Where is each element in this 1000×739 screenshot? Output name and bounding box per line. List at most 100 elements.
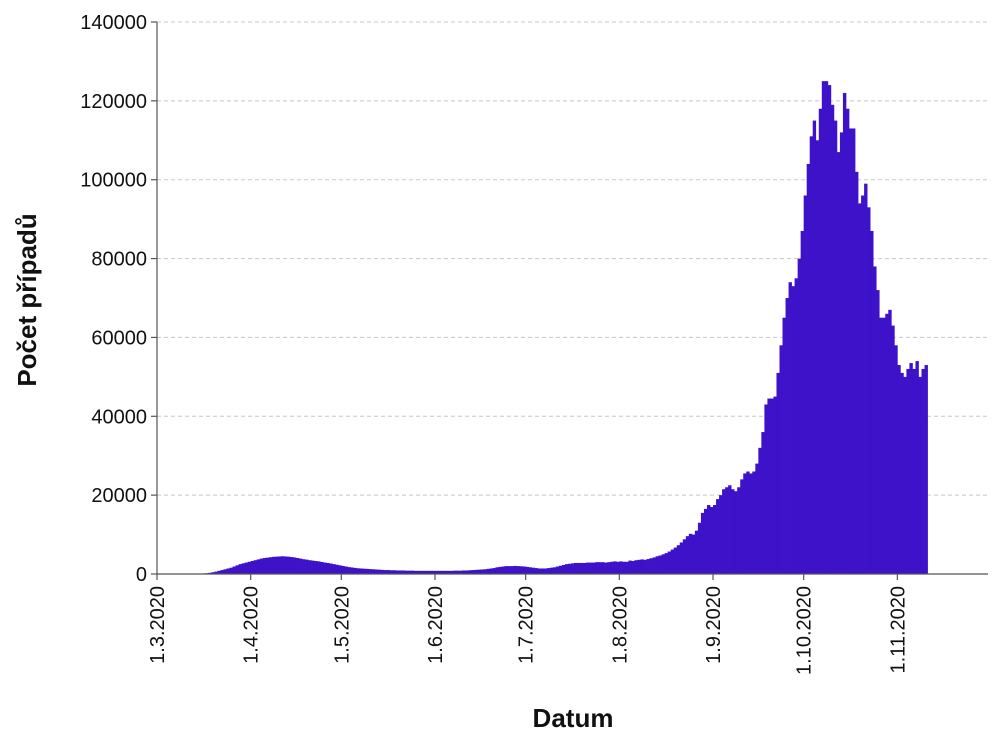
case-bar: [691, 534, 696, 574]
case-bar: [289, 557, 294, 574]
case-bar: [323, 562, 327, 574]
case-bar: [852, 128, 856, 574]
case-bar: [580, 562, 584, 574]
case-bar: [667, 551, 672, 574]
case-bar: [589, 562, 593, 574]
case-bar: [809, 136, 814, 574]
case-bar: [504, 566, 508, 574]
case-bar: [528, 567, 533, 574]
case-bar: [561, 564, 566, 574]
case-bar: [734, 491, 738, 574]
case-bar: [803, 195, 808, 575]
case-bar: [531, 567, 536, 574]
case-bar: [265, 557, 270, 574]
axes: [156, 22, 988, 575]
case-bar: [253, 560, 258, 574]
case-bar: [592, 562, 596, 574]
case-bar: [305, 559, 309, 574]
case-bar: [906, 368, 910, 574]
case-bar: [229, 567, 233, 574]
y-tick-label: 120000: [80, 91, 147, 113]
case-bar: [767, 398, 771, 574]
case-bar: [574, 562, 578, 574]
case-bar: [634, 560, 638, 574]
case-bar: [694, 530, 699, 574]
case-bar: [274, 556, 279, 574]
case-bar: [465, 570, 469, 574]
case-bar: [676, 545, 681, 574]
case-bar: [870, 230, 874, 574]
case-bar: [655, 556, 659, 574]
x-tick-label: 1.10.2020: [794, 586, 816, 675]
case-bar: [658, 555, 662, 574]
case-bar: [335, 564, 339, 574]
case-bar: [338, 565, 342, 574]
case-bar: [311, 560, 315, 574]
case-bar: [450, 570, 454, 574]
case-bar: [867, 207, 871, 574]
case-bar: [688, 533, 693, 574]
case-bar: [347, 567, 351, 574]
case-bar: [782, 317, 786, 574]
case-bar: [806, 163, 811, 574]
case-bar: [280, 556, 285, 574]
case-bar: [341, 565, 345, 574]
case-bar: [779, 345, 783, 574]
case-bar: [815, 140, 820, 575]
case-bar: [812, 120, 817, 574]
case-bar: [277, 556, 282, 574]
case-bar: [416, 570, 421, 574]
case-bar: [223, 569, 227, 574]
case-bar: [873, 266, 877, 574]
x-tick-label: 1.4.2020: [241, 586, 263, 664]
case-bar: [915, 361, 919, 574]
case-bar: [625, 561, 629, 574]
case-bar: [489, 568, 493, 574]
y-axis-title: Počet případů: [12, 213, 42, 386]
case-bar: [235, 565, 239, 574]
case-bar: [456, 570, 460, 574]
case-bar: [761, 432, 765, 574]
case-bar: [909, 363, 913, 574]
case-bar: [474, 569, 478, 574]
case-bar: [444, 570, 448, 574]
case-bar: [842, 92, 847, 574]
case-bar: [377, 569, 381, 574]
case-bar: [359, 568, 363, 574]
case-bar: [716, 499, 720, 574]
case-bar: [697, 522, 702, 574]
case-bar: [788, 282, 792, 574]
case-bar: [226, 568, 230, 574]
case-bar: [897, 365, 901, 574]
case-bar: [374, 569, 378, 574]
case-bar: [622, 561, 626, 574]
y-tick-label: 60000: [91, 327, 147, 349]
case-bar: [317, 561, 321, 574]
case-bar: [755, 463, 759, 574]
case-bar: [685, 536, 690, 574]
case-bar: [885, 313, 889, 574]
case-bar: [513, 565, 517, 574]
daily-case-bars: [199, 81, 928, 575]
case-bar: [764, 404, 768, 574]
case-bar: [607, 562, 611, 574]
case-bar: [619, 561, 623, 574]
y-tick-labels: 0 20000 40000 60000 80000 100000 120000 140000: [80, 12, 157, 586]
case-bar: [833, 120, 838, 574]
case-bar: [858, 203, 862, 574]
case-bar: [549, 567, 554, 574]
x-tick-labels: 1.3.2020 1.4.2020 1.5.2020 1.6.2020 1.7.2020…: [147, 574, 909, 675]
case-bar: [296, 558, 300, 574]
case-bar: [492, 568, 496, 574]
case-bar: [700, 512, 705, 574]
case-bar: [395, 570, 400, 574]
case-bar: [719, 495, 723, 574]
case-bar: [259, 558, 264, 574]
x-tick-label: 1.9.2020: [703, 586, 725, 664]
case-bar: [567, 563, 572, 574]
case-bar: [558, 565, 563, 574]
case-bar: [480, 569, 484, 574]
case-bar: [706, 505, 711, 574]
case-bar: [516, 566, 520, 574]
case-bar: [643, 559, 647, 574]
